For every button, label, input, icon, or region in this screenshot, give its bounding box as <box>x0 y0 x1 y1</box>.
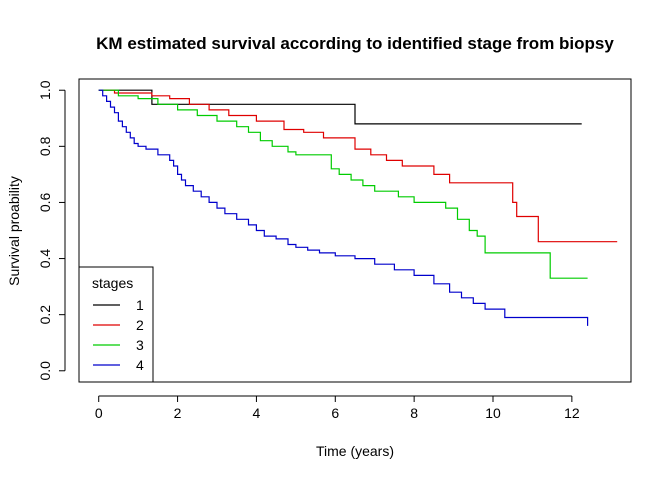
x-tick-label: 6 <box>331 405 339 421</box>
y-tick-label: 0.2 <box>37 305 53 325</box>
x-tick-label: 8 <box>410 405 418 421</box>
x-tick-label: 0 <box>95 405 103 421</box>
legend-label-stage-1: 1 <box>136 297 144 313</box>
plot-frame <box>78 78 632 383</box>
x-axis-label: Time (years) <box>316 443 394 459</box>
x-tick-label: 10 <box>485 405 501 421</box>
x-tick-label: 12 <box>564 405 580 421</box>
y-axis: 0.0 0.2 0.4 0.6 0.8 1.0 <box>37 80 66 381</box>
legend-entries: 1 2 3 4 <box>93 297 144 373</box>
series-layer <box>98 89 618 326</box>
survival-curve-stage-2 <box>98 89 618 243</box>
y-tick-label: 1.0 <box>37 80 53 100</box>
y-tick-label: 0.0 <box>37 361 53 381</box>
y-axis-label: Survival proability <box>6 176 22 286</box>
x-axis: 0 2 4 6 8 10 12 <box>95 395 580 421</box>
legend-label-stage-2: 2 <box>136 317 144 333</box>
survival-curve-stage-3 <box>98 89 588 279</box>
legend-label-stage-3: 3 <box>136 337 144 353</box>
x-tick-label: 2 <box>174 405 182 421</box>
survival-curve-stage-1 <box>98 89 582 125</box>
chart-title: KM estimated survival according to ident… <box>96 34 614 53</box>
survival-curve-stage-4 <box>98 89 589 326</box>
legend-title: stages <box>92 275 133 291</box>
legend: stages 1 2 3 4 <box>78 266 154 383</box>
x-tick-label: 4 <box>253 405 261 421</box>
y-tick-label: 0.8 <box>37 136 53 156</box>
y-tick-label: 0.4 <box>37 249 53 269</box>
legend-label-stage-4: 4 <box>136 357 144 373</box>
y-tick-label: 0.6 <box>37 193 53 213</box>
